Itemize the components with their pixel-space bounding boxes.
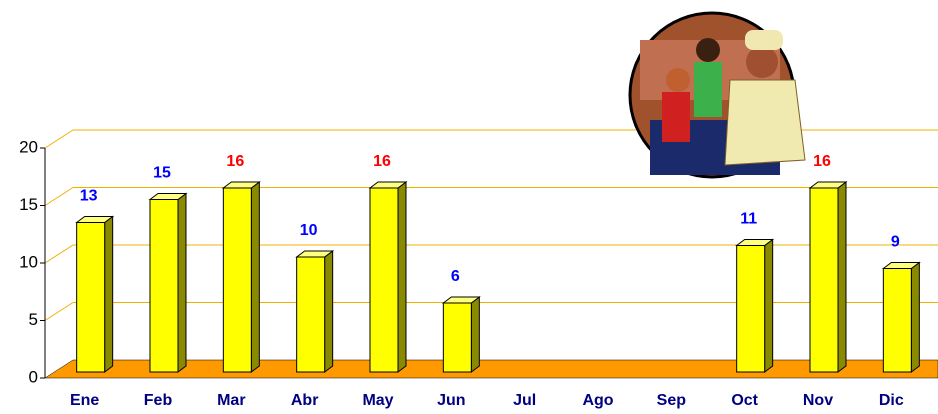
x-tick-label: Nov	[803, 392, 833, 409]
bar	[76, 222, 106, 373]
y-tick-label: 5	[29, 310, 38, 329]
x-tick-label: Dic	[879, 392, 904, 409]
x-tick-label: Ene	[70, 392, 99, 409]
y-tick-label: 20	[19, 137, 38, 156]
bar-side	[250, 181, 260, 373]
bar-side	[104, 215, 114, 373]
grid-line	[44, 129, 74, 149]
bar-side	[397, 181, 407, 373]
bar	[809, 187, 839, 373]
x-tick-label: Mar	[217, 392, 245, 409]
value-label: 16	[813, 153, 831, 170]
clipart	[628, 11, 806, 179]
grid-line	[44, 187, 74, 206]
bar	[369, 187, 399, 373]
bar	[442, 302, 472, 373]
bar	[736, 245, 766, 373]
bar-side	[837, 181, 847, 373]
x-tick-label: Jul	[513, 392, 536, 409]
value-label: 6	[451, 268, 460, 285]
value-label: 16	[226, 153, 244, 170]
grid-line	[44, 302, 74, 321]
x-tick-label: Feb	[144, 392, 173, 409]
y-tick-label: 15	[19, 195, 38, 214]
bar	[882, 268, 912, 373]
bar	[222, 187, 252, 373]
bar-side	[764, 238, 774, 373]
bar	[296, 256, 326, 373]
value-label: 16	[373, 153, 391, 170]
bar	[149, 199, 179, 373]
x-tick-label: Ago	[582, 392, 613, 409]
bar-side	[470, 296, 480, 373]
bar-side	[177, 192, 187, 373]
y-tick-label: 0	[29, 367, 38, 386]
x-tick-label: Jun	[437, 392, 465, 409]
x-tick-label: May	[362, 392, 393, 409]
value-label: 15	[153, 165, 171, 182]
value-label: 11	[740, 211, 757, 228]
floor	[44, 359, 938, 379]
y-tick-label: 10	[19, 252, 38, 271]
x-tick-label: Abr	[291, 392, 319, 409]
value-label: 9	[891, 234, 900, 251]
bar-side	[910, 261, 920, 373]
value-label: 13	[80, 188, 98, 205]
grid-line	[44, 244, 74, 264]
x-tick-label: Sep	[657, 392, 687, 409]
bar-side	[324, 250, 334, 373]
value-label: 10	[300, 222, 318, 239]
x-tick-label: Oct	[731, 392, 758, 409]
